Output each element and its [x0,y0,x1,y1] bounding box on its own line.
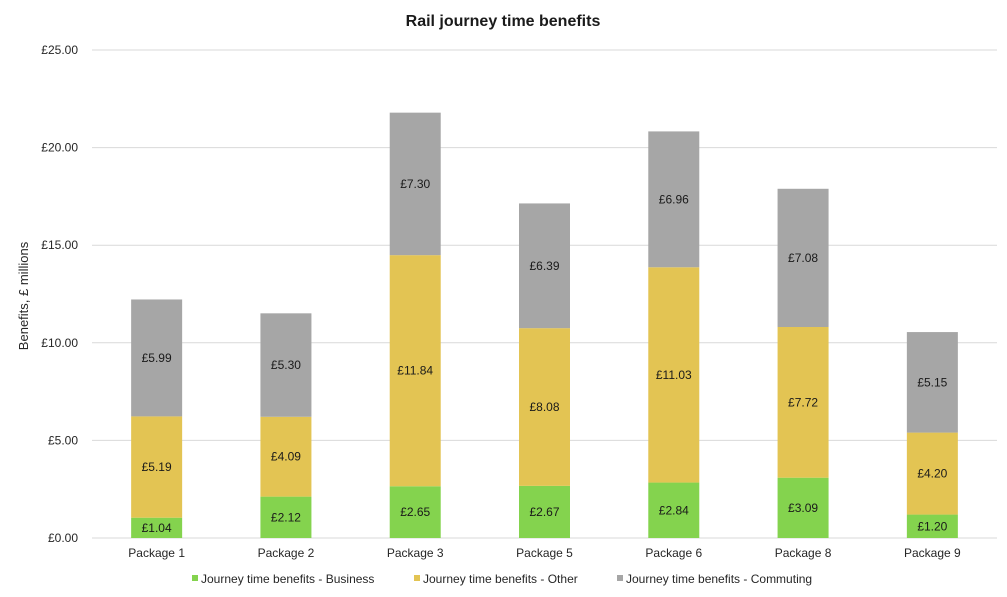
data-label: £7.72 [788,395,818,409]
bar-segment [519,485,570,538]
bar-segment [131,416,183,518]
y-axis-label: Benefits, £ millions [16,241,31,350]
legend-label: Journey time benefits - Other [423,572,578,586]
bar-segment [131,517,183,538]
bar-segment [131,299,183,417]
bars: £1.04 £5.19 £5.99 £2.12 £4.09 £5.30 £2.65 £11.8… [131,112,958,538]
bar-segment [519,328,570,486]
bar-segment [260,496,312,538]
data-label: £7.08 [788,251,818,265]
y-axis-ticks: £0.00 £5.00 £10.00 £15.00 £20.00 £25.00 [41,43,78,545]
x-tick-label: Package 2 [258,546,315,560]
bar-segment [777,326,829,478]
data-label: £5.19 [142,460,172,474]
x-tick-label: Package 6 [645,546,702,560]
data-label: £8.08 [529,400,559,414]
bar-segment [777,188,829,327]
x-tick-label: Package 3 [387,546,444,560]
bar-segment [648,482,700,538]
data-label: £5.30 [271,358,301,372]
x-tick-label: Package 5 [516,546,573,560]
data-label: £2.84 [659,503,689,517]
data-label: £6.39 [529,259,559,273]
bar-segment [648,131,700,268]
data-label: £2.67 [529,505,559,519]
data-label: £4.20 [917,467,947,481]
bar-segment [389,486,441,538]
bar-segment [906,332,958,433]
bar-segment [648,267,700,483]
bar-segment [906,432,958,515]
bar-segment [906,514,958,538]
bar-segment [389,255,441,487]
y-tick-label: £5.00 [48,433,78,447]
data-label: £5.99 [142,351,172,365]
legend-label: Journey time benefits - Business [201,572,374,586]
data-label: £1.04 [142,521,172,535]
bar-segment [519,203,570,329]
legend: Journey time benefits - Business Journey … [192,572,812,586]
bar-segment [777,477,829,538]
data-label: £3.09 [788,501,818,515]
bar-segment [389,112,441,256]
x-tick-label: Package 9 [904,546,961,560]
legend-label: Journey time benefits - Commuting [626,572,812,586]
chart-title: Rail journey time benefits [406,13,601,30]
legend-swatch [414,575,420,581]
data-label: £4.09 [271,450,301,464]
data-label: £2.12 [271,510,301,524]
data-label: £1.20 [917,519,947,533]
legend-swatch [617,575,623,581]
data-label: £2.65 [400,505,430,519]
y-tick-label: £15.00 [41,238,78,252]
x-tick-label: Package 8 [775,546,832,560]
data-label: £6.96 [659,192,689,206]
y-tick-label: £20.00 [41,141,78,155]
y-tick-label: £25.00 [41,43,78,57]
x-axis-ticks: Package 1 Package 2 Package 3 Package 5 Pack… [128,546,961,560]
data-label: £11.03 [656,368,692,382]
bar-segment [260,416,312,497]
legend-swatch [192,575,198,581]
bar-segment [260,313,312,417]
data-label: £7.30 [400,177,430,191]
y-tick-label: £10.00 [41,336,78,350]
data-label: £5.15 [917,375,947,389]
data-label: £11.84 [397,364,433,378]
x-tick-label: Package 1 [128,546,185,560]
y-tick-label: £0.00 [48,531,78,545]
